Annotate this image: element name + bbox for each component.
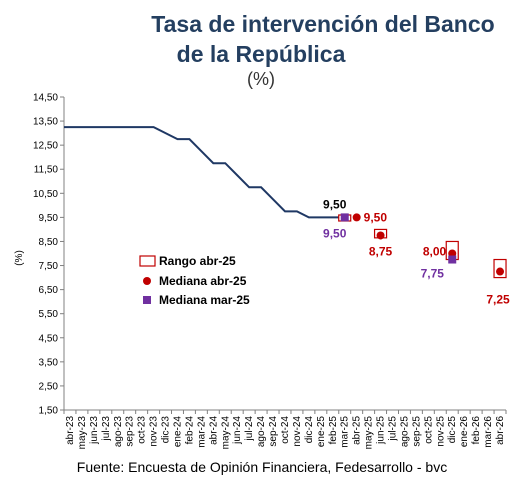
legend-mediana-abr-swatch: [143, 277, 151, 285]
x-tick-label: mar-25: [340, 416, 351, 448]
x-tick-label: may-23: [77, 416, 88, 450]
legend: Rango abr-25 Mediana abr-25 Mediana mar-…: [139, 254, 250, 307]
y-tick-label: 11,50: [34, 165, 59, 176]
x-tick-label: may-25: [364, 416, 375, 450]
y-tick-label: 12,50: [33, 141, 58, 152]
x-ticks: abr-23 may-23 jun-23 jul-23 ago-23 sep-23 oct-…: [63, 410, 507, 450]
y-tick-label: 7,50: [39, 261, 59, 272]
y-tick-label: 9,50: [39, 213, 59, 224]
x-tick-label: jul-25: [388, 416, 399, 442]
legend-mediana-mar-label: Mediana mar-25: [159, 293, 250, 307]
x-tick-label: mar-26: [483, 416, 494, 448]
x-tick-label: dic-23: [161, 416, 172, 444]
x-tick-label: oct-25: [423, 416, 434, 444]
y-tick-label: 8,50: [39, 237, 59, 248]
mediana-abr-point: [376, 231, 385, 240]
data-label: 9,50: [323, 226, 347, 240]
x-tick-label: abr-23: [65, 416, 76, 445]
x-tick-label: jul-23: [101, 416, 112, 442]
y-tick-label: 3,50: [39, 357, 59, 368]
x-tick-label: jun-25: [376, 416, 387, 445]
y-tick-label: 6,50: [39, 285, 59, 296]
x-tick-label: nov-25: [435, 416, 446, 447]
chart-unit: (%): [247, 69, 275, 89]
x-tick-label: ago-24: [256, 416, 267, 448]
x-tick-label: ago-23: [113, 416, 124, 448]
x-tick-label: oct-24: [280, 416, 291, 444]
legend-mediana-abr-label: Mediana abr-25: [159, 274, 247, 288]
chart-source: Fuente: Encuesta de Opinión Financiera, …: [77, 459, 447, 475]
mediana-abr-point: [448, 249, 457, 258]
data-label: 9,50: [364, 210, 388, 224]
axes: [63, 97, 506, 411]
data-label: 8,00: [423, 245, 447, 259]
x-tick-label: jun-24: [232, 416, 243, 445]
y-tick-label: 5,50: [39, 309, 59, 320]
x-tick-label: ene-26: [459, 416, 470, 448]
x-tick-label: feb-26: [471, 416, 482, 445]
x-tick-label: ago-25: [399, 416, 410, 448]
y-tick-label: 14,50: [33, 93, 58, 104]
chart-title-line1: Tasa de intervención del Banco: [151, 11, 494, 37]
legend-mediana-mar-swatch: [143, 296, 151, 304]
x-tick-label: dic-25: [447, 416, 458, 444]
x-tick-label: sep-24: [268, 416, 279, 447]
y-tick-label: 13,50: [33, 117, 58, 128]
mediana-mar-point: [340, 213, 349, 222]
x-tick-label: abr-24: [208, 416, 219, 445]
x-tick-label: mar-24: [196, 416, 207, 448]
series-line: [64, 126, 345, 219]
legend-rango-label: Rango abr-25: [159, 254, 236, 268]
mediana-mar-point: [448, 255, 457, 264]
x-tick-label: feb-25: [328, 416, 339, 445]
x-tick-label: abr-25: [352, 416, 363, 445]
data-label: 8,75: [369, 244, 393, 258]
x-tick-label: jul-24: [244, 416, 255, 442]
mediana-abr-point: [352, 213, 361, 222]
x-tick-label: ene-24: [172, 416, 183, 448]
y-tick-label: 2,50: [39, 381, 59, 392]
x-tick-label: feb-24: [184, 416, 195, 445]
x-tick-label: ene-25: [316, 416, 327, 448]
x-tick-label: sep-25: [411, 416, 422, 447]
x-tick-label: nov-24: [292, 416, 303, 447]
data-label: 7,25: [486, 293, 510, 307]
y-axis-label: (%): [14, 250, 25, 266]
x-tick-label: dic-24: [304, 416, 315, 444]
legend-rango-swatch: [139, 255, 156, 267]
plot-area: [64, 126, 507, 279]
data-label: 9,50: [323, 197, 347, 211]
y-tick-label: 1,50: [39, 406, 59, 417]
x-tick-label: sep-23: [125, 416, 136, 447]
data-label: 7,75: [421, 267, 445, 281]
chart-title-line2: de la República: [177, 41, 346, 67]
data-labels: 9,50 9,50 9,50 8,75 8,00 7,75 7,25: [323, 197, 510, 306]
x-tick-label: oct-23: [137, 416, 148, 444]
y-tick-label: 10,50: [33, 189, 58, 200]
x-tick-label: abr-26: [495, 416, 506, 445]
y-ticks: 14,50 13,50 12,50 11,50 10,50 9,50 8,50 7,50 6,5…: [33, 93, 64, 417]
x-tick-label: jun-23: [89, 416, 100, 445]
x-tick-label: may-24: [220, 416, 231, 450]
x-tick-label: nov-23: [149, 416, 160, 447]
y-tick-label: 4,50: [39, 333, 59, 344]
mediana-abr-point: [496, 267, 505, 276]
